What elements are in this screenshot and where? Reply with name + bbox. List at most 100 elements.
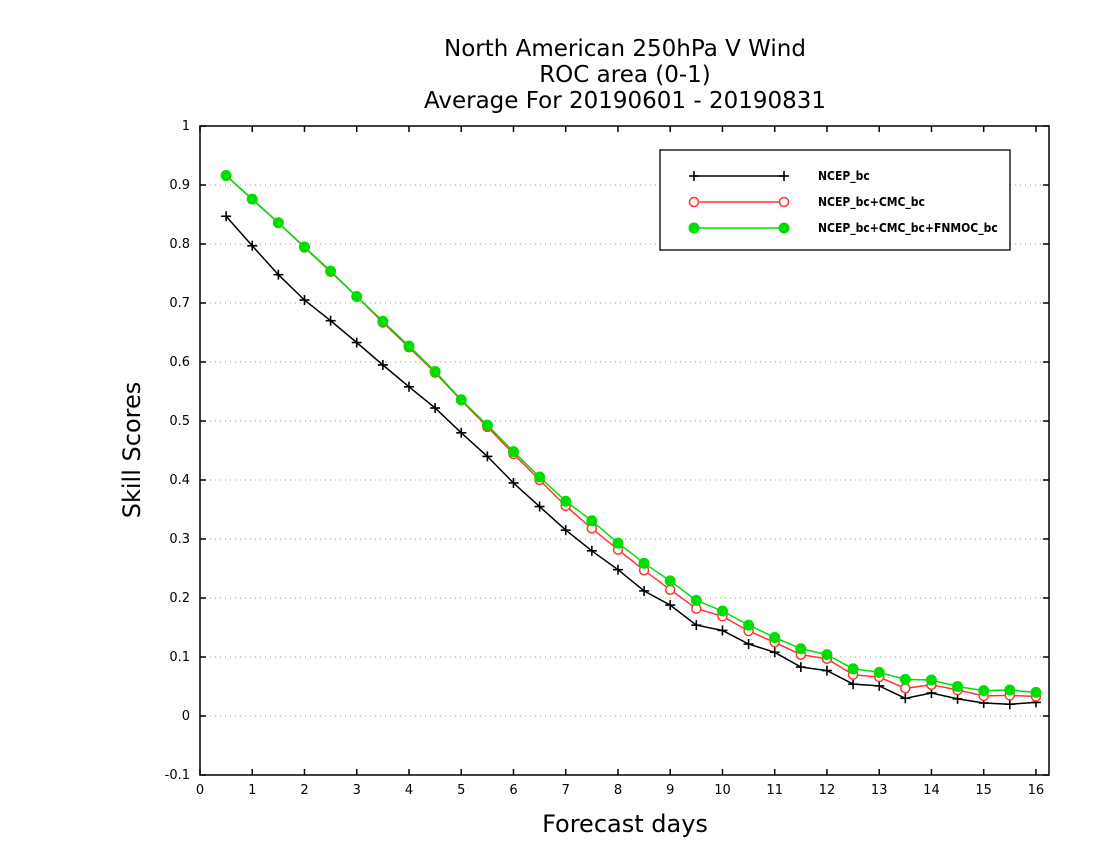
legend-entry-0: NCEP_bc bbox=[689, 169, 870, 184]
data-point bbox=[247, 240, 258, 251]
data-point bbox=[299, 295, 310, 306]
x-tick-label: 14 bbox=[923, 783, 940, 798]
data-point bbox=[690, 594, 702, 606]
data-point bbox=[665, 600, 676, 611]
data-point bbox=[664, 584, 676, 595]
axis-ticks: -0.100.10.20.30.40.50.60.70.80.910 1 2 3 4 5 6… bbox=[165, 119, 1049, 798]
data-point bbox=[482, 451, 493, 462]
series-2 bbox=[220, 170, 1042, 698]
data-point bbox=[377, 359, 388, 370]
y-tick-label: 0.2 bbox=[169, 591, 190, 606]
data-point bbox=[716, 605, 728, 617]
data-point bbox=[403, 381, 414, 392]
x-tick-label: 7 bbox=[562, 783, 570, 798]
x-tick-label: 15 bbox=[975, 783, 992, 798]
chart-title-line-3: Average For 20190601 - 20190831 bbox=[423, 88, 827, 114]
data-point bbox=[638, 557, 650, 569]
y-tick-label: 0 bbox=[182, 709, 190, 724]
series-line bbox=[225, 175, 1036, 698]
data-point bbox=[455, 394, 467, 406]
series-layer bbox=[220, 170, 1042, 710]
data-point bbox=[351, 337, 362, 348]
y-tick-label: -0.1 bbox=[165, 768, 190, 783]
y-tick-label: 1 bbox=[182, 119, 190, 134]
data-point bbox=[1004, 699, 1015, 710]
data-point bbox=[848, 679, 859, 690]
y-tick-label: 0.8 bbox=[169, 237, 190, 252]
y-tick-label: 0.6 bbox=[169, 355, 190, 370]
data-point bbox=[952, 693, 963, 704]
data-point bbox=[429, 365, 441, 377]
legend: NCEP_bc NCEP_bc+CMC_bc NCEP_bc+CMC_bc+FNMO… bbox=[659, 149, 1011, 251]
data-point bbox=[534, 501, 545, 512]
legend-entry-2: NCEP_bc+CMC_bc+FNMOC_bc bbox=[688, 221, 998, 236]
data-point bbox=[925, 674, 937, 686]
data-point bbox=[325, 315, 336, 326]
data-point bbox=[325, 265, 337, 277]
x-tick-label: 10 bbox=[714, 783, 731, 798]
data-point bbox=[874, 680, 885, 691]
x-tick-label: 9 bbox=[666, 783, 674, 798]
data-point bbox=[246, 193, 258, 205]
data-point bbox=[508, 477, 519, 488]
x-tick-label: 8 bbox=[614, 783, 622, 798]
data-point bbox=[456, 427, 467, 438]
y-tick-label: 0.7 bbox=[169, 296, 190, 311]
data-point bbox=[507, 446, 519, 458]
data-point bbox=[560, 495, 572, 507]
x-tick-label: 0 bbox=[196, 783, 204, 798]
data-point bbox=[900, 683, 911, 694]
data-point bbox=[821, 665, 832, 676]
series-0 bbox=[221, 211, 1041, 710]
data-point bbox=[691, 620, 702, 631]
x-tick-label: 2 bbox=[300, 783, 308, 798]
x-tick-label: 16 bbox=[1028, 783, 1045, 798]
data-point bbox=[821, 649, 833, 661]
x-tick-label: 3 bbox=[353, 783, 361, 798]
data-point bbox=[978, 685, 990, 697]
data-point bbox=[534, 471, 546, 483]
legend-marker bbox=[778, 196, 790, 208]
y-tick-label: 0.1 bbox=[169, 650, 190, 665]
data-point bbox=[847, 663, 859, 675]
data-point bbox=[743, 619, 755, 631]
x-tick-label: 1 bbox=[248, 783, 256, 798]
data-point bbox=[403, 340, 415, 352]
data-point bbox=[899, 673, 911, 685]
data-point bbox=[220, 170, 232, 182]
x-axis-title: Forecast days bbox=[542, 810, 708, 838]
data-point bbox=[639, 585, 650, 596]
legend-box bbox=[659, 149, 1011, 251]
data-point bbox=[769, 647, 780, 658]
data-point bbox=[586, 545, 597, 556]
legend-marker bbox=[779, 171, 789, 181]
legend-entry-1: NCEP_bc+CMC_bc bbox=[688, 195, 925, 210]
x-tick-label: 6 bbox=[509, 783, 517, 798]
data-point bbox=[586, 515, 598, 527]
data-point bbox=[1004, 684, 1016, 696]
series-line bbox=[225, 215, 1036, 705]
x-tick-label: 4 bbox=[405, 783, 413, 798]
data-point bbox=[769, 632, 781, 644]
plot-frame bbox=[199, 125, 1050, 776]
data-point bbox=[717, 625, 728, 636]
chart-title-line-1: North American 250hPa V Wind bbox=[444, 36, 806, 62]
y-axis-title: Skill Scores bbox=[118, 381, 146, 519]
legend-marker bbox=[688, 196, 700, 208]
data-point bbox=[612, 564, 623, 575]
data-point bbox=[664, 575, 676, 587]
x-tick-label: 5 bbox=[457, 783, 465, 798]
legend-marker bbox=[689, 171, 699, 181]
data-point bbox=[351, 291, 363, 303]
data-point bbox=[298, 241, 310, 253]
y-tick-label: 0.5 bbox=[169, 414, 190, 429]
data-point bbox=[795, 643, 807, 655]
y-tick-label: 0.3 bbox=[169, 532, 190, 547]
data-point bbox=[481, 419, 493, 431]
legend-label: NCEP_bc bbox=[818, 169, 870, 184]
series-line bbox=[225, 175, 1036, 694]
data-point bbox=[1030, 686, 1042, 698]
data-point bbox=[612, 537, 624, 549]
data-point bbox=[377, 315, 389, 327]
